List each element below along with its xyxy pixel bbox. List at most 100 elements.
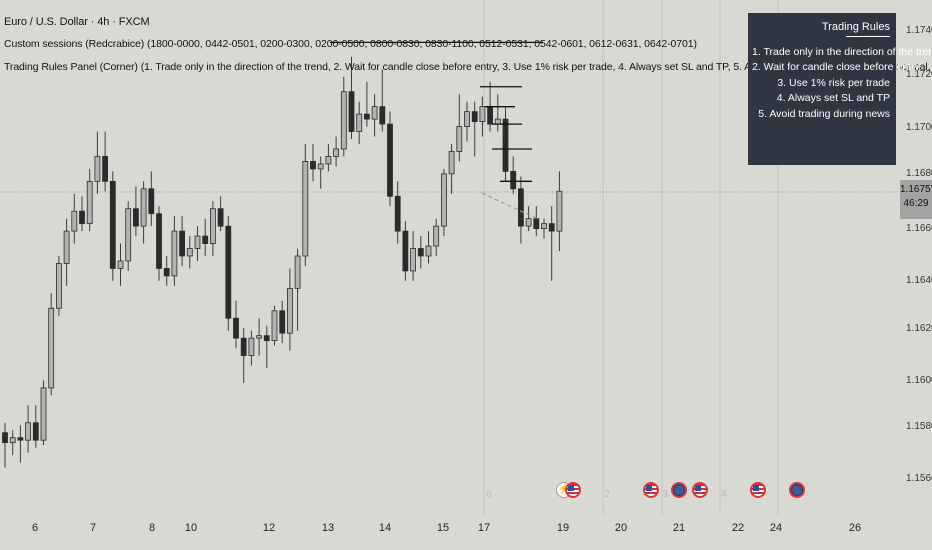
date-tick: 26 — [848, 522, 862, 534]
bear-candle — [32, 422, 39, 441]
date-tick: 7 — [89, 522, 97, 534]
bull-candle — [171, 230, 178, 277]
globe-icon[interactable] — [789, 482, 805, 498]
bear-candle — [179, 230, 186, 257]
bear-candle — [417, 248, 424, 257]
us-flag-icon[interactable] — [565, 482, 581, 498]
price-tick: 1.17400 — [906, 25, 932, 36]
bear-candle — [263, 335, 270, 342]
bull-candle — [333, 148, 340, 157]
bull-candle — [286, 287, 293, 334]
bear-candle — [102, 156, 108, 182]
current-price-badge[interactable]: 1.16757 46:29 — [900, 180, 932, 219]
us-flag-icon[interactable] — [692, 482, 708, 498]
bear-candle — [502, 118, 509, 172]
price-tick: 1.16200 — [906, 323, 932, 334]
date-tick: 19 — [556, 522, 570, 534]
bull-candle — [340, 91, 347, 150]
bull-candle — [71, 210, 78, 232]
bull-candle — [479, 106, 486, 122]
date-tick: 20 — [614, 522, 628, 534]
bear-candle — [240, 337, 247, 356]
bear-candle — [387, 123, 393, 197]
bull-candle — [556, 190, 563, 232]
bear-candle — [156, 213, 162, 269]
bear-candle — [17, 437, 24, 441]
bar-countdown-label: 46:29 — [903, 198, 929, 209]
bull-candle — [325, 156, 332, 165]
trading-rules-panel: Trading Rules 1. Trade only in the direc… — [748, 13, 932, 165]
price-tick: 1.17000 — [906, 122, 932, 133]
price-tick: 1.16400 — [906, 275, 932, 286]
bear-candle — [148, 188, 155, 215]
bear-candle — [225, 225, 232, 319]
bull-candle — [48, 307, 55, 389]
rule-item: 3. Use 1% risk per trade — [777, 76, 890, 89]
bull-candle — [40, 387, 47, 441]
date-tick: 12 — [262, 522, 276, 534]
bull-candle — [186, 248, 193, 257]
bear-candle — [217, 208, 224, 227]
bull-candle — [209, 208, 216, 244]
us-flag-icon[interactable] — [750, 482, 766, 498]
bull-candle — [456, 126, 463, 152]
bear-candle — [109, 180, 116, 269]
panel-title: Trading Rules — [821, 21, 890, 33]
price-tick: 1.16000 — [906, 375, 932, 386]
rule-item: 4. Always set SL and TP — [776, 92, 890, 105]
bull-candle — [541, 223, 547, 230]
price-tick: 1.17200 — [906, 69, 932, 80]
bear-candle — [510, 170, 517, 190]
faint-label: 4 — [721, 489, 727, 500]
bear-candle — [394, 195, 401, 232]
symbol-title[interactable]: Euro / U.S. Dollar · 4h · FXCM — [4, 16, 150, 28]
bull-candle — [194, 235, 201, 249]
date-tick: 14 — [378, 522, 392, 534]
faint-label: 2 — [604, 489, 610, 500]
bull-candle — [56, 263, 62, 309]
sessions-indicator-label[interactable]: Custom sessions (Redcrabice) (1800-0000,… — [4, 38, 697, 50]
price-tick: 1.16800 — [906, 168, 932, 179]
faint-label: 3 — [662, 489, 668, 500]
current-price-label: 1.16757 — [900, 184, 932, 195]
price-tick: 1.15800 — [906, 421, 932, 432]
bull-candle — [94, 156, 101, 182]
bull-candle — [525, 218, 532, 227]
bull-candle — [464, 111, 470, 127]
bull-candle — [86, 180, 93, 225]
bull-candle — [271, 310, 278, 342]
bull-candle — [494, 118, 501, 125]
bear-candle — [518, 188, 524, 227]
bull-candle — [317, 163, 324, 170]
bull-candle — [433, 225, 440, 247]
bull-candle — [25, 422, 32, 441]
bull-candle — [9, 437, 16, 444]
date-tick: 10 — [184, 522, 198, 534]
rule-item: 2. Wait for candle close before entry — [752, 61, 920, 74]
bear-candle — [279, 310, 286, 334]
bull-candle — [256, 335, 263, 339]
bear-candle — [533, 218, 540, 230]
us-flag-icon[interactable] — [643, 482, 659, 498]
bull-candle — [117, 260, 124, 269]
bull-candle — [440, 173, 447, 227]
panel-divider — [846, 36, 890, 37]
bear-candle — [363, 113, 370, 120]
globe-icon[interactable] — [671, 482, 687, 498]
bull-candle — [425, 245, 432, 257]
date-tick: 6 — [31, 522, 39, 534]
date-tick: 22 — [731, 522, 745, 534]
bull-candle — [448, 151, 455, 175]
bull-candle — [294, 255, 301, 289]
bull-candle — [63, 230, 70, 264]
bear-candle — [348, 91, 355, 132]
date-tick: 15 — [436, 522, 450, 534]
date-tick: 13 — [321, 522, 335, 534]
date-tick: 24 — [769, 522, 783, 534]
rules-indicator-label[interactable]: Trading Rules Panel (Corner) (1. Trade o… — [4, 61, 932, 73]
bear-candle — [548, 223, 555, 232]
date-tick: 8 — [148, 522, 156, 534]
bull-candle — [125, 208, 132, 262]
